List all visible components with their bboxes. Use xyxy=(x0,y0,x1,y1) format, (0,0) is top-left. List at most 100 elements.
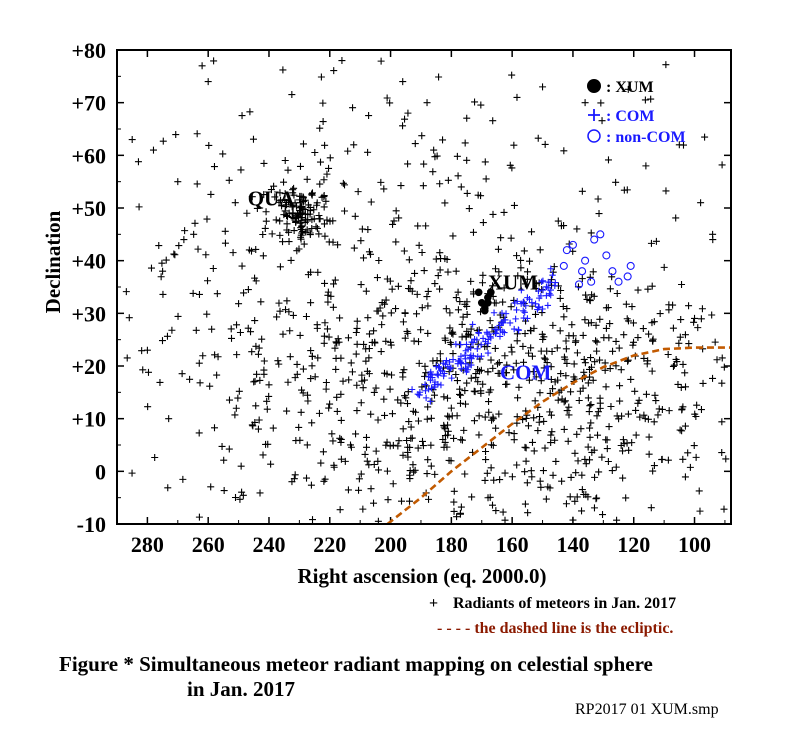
radiant-point xyxy=(418,249,426,257)
radiant-point xyxy=(293,210,301,218)
radiant-point xyxy=(258,335,266,343)
com-radiant-point xyxy=(449,356,457,363)
radiant-point xyxy=(686,463,694,471)
radiant-point xyxy=(387,338,395,346)
com-radiant-point xyxy=(457,359,464,366)
radiant-point xyxy=(435,73,443,81)
y-tick-label: 0 xyxy=(95,459,106,484)
radiant-point xyxy=(512,359,520,367)
radiant-point xyxy=(676,333,684,341)
radiant-point xyxy=(454,288,462,296)
radiant-point xyxy=(524,509,532,517)
com-radiant-point xyxy=(543,292,550,299)
radiant-point xyxy=(693,401,701,409)
radiant-point xyxy=(629,319,637,327)
radiant-point xyxy=(348,368,356,376)
radiant-point xyxy=(329,238,337,246)
radiant-point xyxy=(510,366,518,374)
radiant-point xyxy=(625,446,633,454)
radiant-point xyxy=(296,219,304,227)
radiant-point xyxy=(326,400,334,408)
radiant-point xyxy=(461,139,469,147)
radiant-point xyxy=(547,411,555,419)
radiant-point xyxy=(541,140,549,148)
radiant-point xyxy=(648,367,656,375)
radiant-point xyxy=(650,462,658,470)
radiant-point xyxy=(624,357,632,365)
radiant-point xyxy=(344,147,352,155)
radiant-point xyxy=(556,327,564,335)
radiant-point xyxy=(496,476,504,484)
radiant-point xyxy=(568,321,576,329)
radiant-point xyxy=(595,468,603,476)
radiant-point xyxy=(567,388,575,396)
radiant-point xyxy=(285,228,293,236)
radiant-point xyxy=(510,436,518,444)
radiant-point xyxy=(456,385,464,393)
radiant-point xyxy=(450,507,458,515)
radiant-point xyxy=(481,476,489,484)
radiant-point xyxy=(624,356,632,364)
radiant-point xyxy=(587,419,595,427)
radiant-point xyxy=(322,385,330,393)
radiant-point xyxy=(495,410,503,418)
com-radiant-point xyxy=(513,306,520,314)
radiant-point xyxy=(321,319,329,327)
radiant-point xyxy=(134,158,142,166)
radiant-point xyxy=(360,340,368,348)
radiant-point xyxy=(500,208,508,216)
radiant-point xyxy=(195,359,203,367)
radiant-point xyxy=(406,471,414,479)
radiant-point xyxy=(560,222,568,230)
radiant-point xyxy=(440,423,448,431)
radiant-point xyxy=(313,324,321,332)
radiant-point xyxy=(339,179,347,187)
radiant-point xyxy=(304,391,312,399)
radiant-point xyxy=(293,247,301,255)
com-radiant-point xyxy=(547,286,554,294)
radiant-point xyxy=(255,344,263,352)
radiant-point xyxy=(144,368,152,376)
radiant-point xyxy=(596,356,604,364)
com-radiant-point xyxy=(448,374,455,382)
radiant-point xyxy=(505,429,513,437)
radiant-point xyxy=(664,456,672,464)
radiant-point xyxy=(350,141,358,149)
radiant-point xyxy=(640,411,648,419)
radiant-point xyxy=(598,453,606,461)
radiant-point xyxy=(563,359,571,367)
radiant-point xyxy=(331,344,339,352)
radiant-point xyxy=(429,357,437,365)
radiant-point xyxy=(332,338,340,346)
com-radiant-point xyxy=(528,299,536,306)
radiant-point xyxy=(193,130,201,138)
radiant-point xyxy=(274,357,282,365)
radiant-point xyxy=(675,141,683,149)
radiant-point xyxy=(565,411,573,419)
radiant-point xyxy=(513,461,521,469)
radiant-point xyxy=(394,396,402,404)
com-radiant-point xyxy=(532,300,539,308)
radiant-point xyxy=(268,230,276,238)
com-radiant-point xyxy=(447,364,455,371)
radiant-point xyxy=(477,192,485,200)
xum-point xyxy=(474,288,483,297)
radiant-point xyxy=(375,466,383,474)
x-tick-label: 240 xyxy=(252,532,285,557)
radiant-point xyxy=(526,257,534,265)
radiant-point xyxy=(341,181,349,189)
radiant-point xyxy=(255,416,263,424)
radiant-point xyxy=(359,505,367,513)
radiant-point xyxy=(698,305,706,313)
radiant-point xyxy=(358,377,366,385)
radiant-point xyxy=(517,256,525,264)
radiant-point xyxy=(446,324,454,332)
radiant-point xyxy=(640,354,648,362)
radiant-point xyxy=(709,374,717,382)
legend-xum-marker xyxy=(587,79,601,93)
radiant-point xyxy=(123,354,131,362)
radiant-point xyxy=(325,333,333,341)
radiant-point xyxy=(308,419,316,427)
radiant-point xyxy=(139,366,147,374)
radiant-point xyxy=(449,350,457,358)
